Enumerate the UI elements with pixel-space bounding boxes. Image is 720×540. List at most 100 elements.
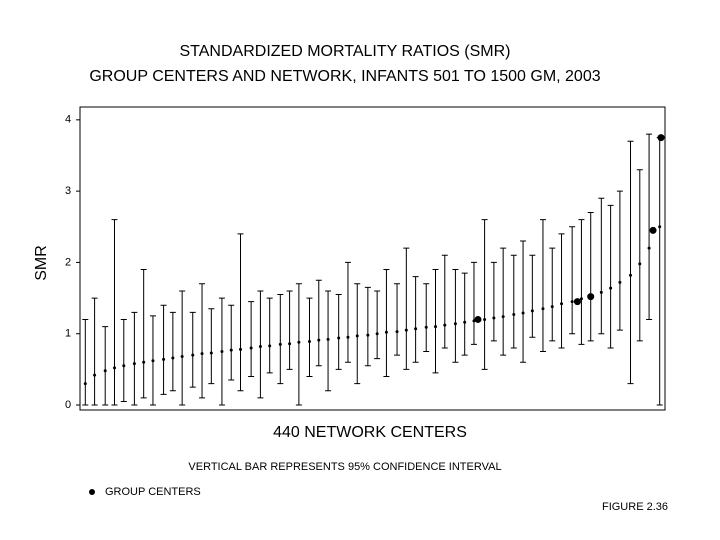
error-bar [394, 283, 401, 356]
error-bar [199, 283, 206, 399]
error-bar [160, 304, 167, 395]
center-point [424, 325, 428, 329]
error-bar [383, 269, 390, 377]
group-center [649, 226, 657, 234]
error-bar [627, 140, 634, 385]
error-bar [315, 279, 322, 367]
error-bar [598, 197, 605, 335]
error-bar [306, 297, 313, 377]
center-point [122, 364, 126, 368]
center-point [258, 345, 262, 349]
group-center [573, 298, 581, 306]
error-bar [374, 290, 381, 360]
center-point [395, 330, 399, 334]
error-bar [295, 283, 302, 406]
y-tick-label: 3 [65, 185, 71, 197]
center-point [200, 352, 204, 356]
error-bar [120, 318, 127, 402]
y-tick-label: 0 [65, 399, 71, 411]
center-point [638, 262, 642, 266]
center-point [317, 338, 321, 342]
error-bar [82, 318, 89, 406]
error-bar [529, 254, 536, 338]
group-center [474, 315, 482, 323]
center-point [337, 336, 341, 340]
center-point [83, 382, 87, 386]
center-point [297, 340, 301, 344]
error-bar [510, 254, 517, 349]
error-bar [208, 308, 215, 385]
x-axis-label: 440 NETWORK CENTERS [273, 424, 467, 441]
center-point [112, 366, 116, 370]
error-bar [539, 219, 546, 353]
error-bar [423, 283, 430, 353]
center-point [307, 340, 311, 344]
center-point [191, 353, 195, 357]
group-center [587, 293, 595, 301]
error-bar [102, 326, 109, 406]
center-point [629, 273, 633, 277]
error-bar [277, 294, 284, 385]
center-point [404, 328, 408, 332]
legend-marker [89, 489, 95, 495]
error-bar [412, 276, 419, 363]
error-bar [111, 219, 118, 406]
center-point [132, 362, 136, 366]
error-bar [656, 137, 663, 406]
center-point [171, 356, 175, 360]
center-point [453, 322, 457, 326]
center-point [268, 344, 272, 348]
error-bar [131, 311, 138, 406]
note: VERTICAL BAR REPRESENTS 95% CONFIDENCE I… [188, 461, 501, 473]
center-point [414, 327, 418, 331]
center-point [142, 360, 146, 364]
error-bar [470, 261, 477, 345]
center-point [209, 351, 213, 355]
center-point [463, 320, 467, 324]
error-bar [636, 169, 643, 342]
center-point [288, 342, 292, 346]
center-point [501, 315, 505, 319]
center-point [618, 280, 622, 284]
center-point [249, 346, 253, 350]
error-bar [558, 233, 565, 349]
center-point [550, 305, 554, 309]
error-bar [354, 283, 361, 385]
center-point [384, 330, 388, 334]
center-point [278, 342, 282, 346]
center-point [530, 309, 534, 313]
error-bar [257, 290, 264, 399]
center-point [599, 290, 603, 294]
error-bar [432, 269, 439, 374]
error-bar [364, 286, 371, 367]
y-tick-label: 2 [65, 256, 71, 268]
center-point [658, 225, 662, 229]
center-point [560, 302, 564, 306]
center-point [492, 316, 496, 320]
error-bar [616, 190, 623, 331]
center-point [239, 347, 243, 351]
error-bar [520, 240, 527, 363]
error-bar [335, 294, 342, 370]
error-bar [228, 304, 235, 381]
y-axis-label: SMR [33, 245, 50, 281]
center-point [103, 369, 107, 373]
center-point [346, 335, 350, 339]
center-point [541, 307, 545, 311]
error-bar [344, 261, 351, 363]
error-bar [237, 233, 244, 392]
error-bar [441, 254, 448, 349]
error-bar [490, 261, 497, 342]
error-bar [587, 212, 594, 342]
center-point [355, 334, 359, 338]
chart-title: STANDARDIZED MORTALITY RATIOS (SMR) [180, 43, 511, 60]
center-point [375, 332, 379, 336]
center-point [512, 312, 516, 316]
error-bar [452, 269, 459, 363]
center-point [151, 359, 155, 363]
error-bar [461, 272, 468, 356]
center-point [229, 348, 233, 352]
error-bar [578, 219, 585, 345]
plot-frame [79, 106, 666, 411]
